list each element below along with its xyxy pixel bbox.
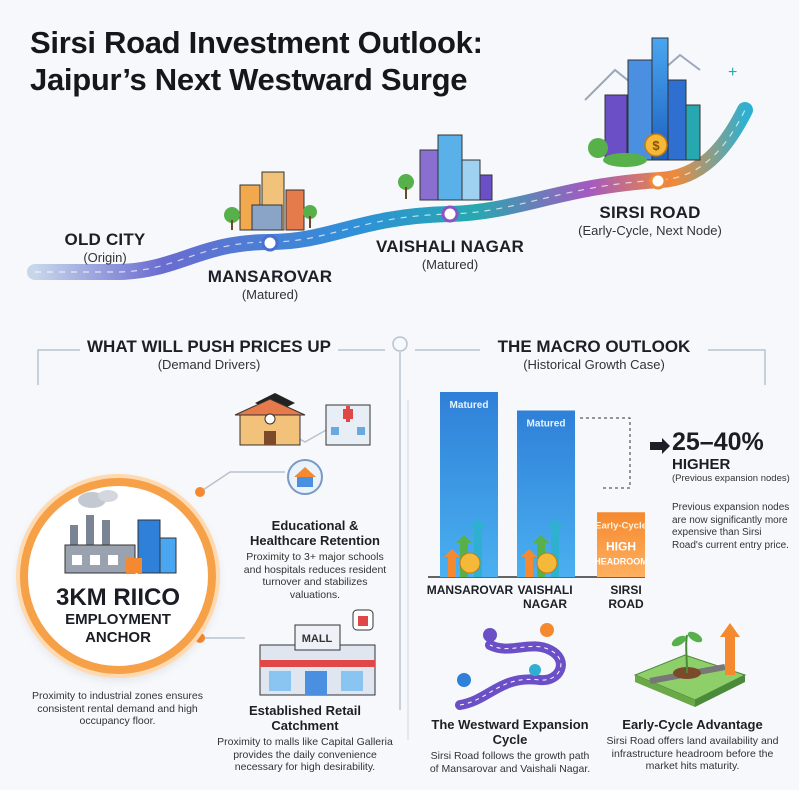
advantage-description: Sirsi Road offers land availability and … (606, 735, 779, 772)
advantage-title: Early-Cycle Advantage (622, 717, 763, 732)
macro-header: THE MACRO OUTLOOK (Historical Growth Cas… (480, 337, 708, 372)
page-title-line2: Jaipur’s Next Westward Surge (30, 62, 468, 97)
mansarovar-node (261, 234, 279, 252)
cycle-description: Sirsi Road follows the growth path of Ma… (429, 750, 591, 775)
vaishali-name: VAISHALI NAGAR (376, 237, 524, 256)
education-description: Proximity to 3+ major schools and hospit… (243, 551, 387, 601)
anchor-line3: ANCHOR (85, 629, 151, 646)
route-vaishali: VAISHALI NAGAR (Matured) (370, 237, 530, 272)
macro-heading: THE MACRO OUTLOOK (497, 337, 691, 356)
stat-sub: (Previous expansion nodes) (672, 473, 790, 484)
section-dividers (37, 336, 766, 740)
macro-bar-chart: Matured Matured Early-Cycle HIGH HEADROOM (428, 392, 648, 578)
drivers-header: WHAT WILL PUSH PRICES UP (Demand Drivers… (80, 337, 338, 372)
sirsi-badge-line2: HEADROOM (594, 556, 648, 566)
chart-bar-text-0: Matured (450, 400, 489, 411)
advantage-block: Early-Cycle Advantage Sirsi Road offers … (605, 717, 780, 773)
mansarovar-name: MANSAROVAR (207, 267, 333, 286)
anchor-text: 3KM RIICO EMPLOYMENT ANCHOR (28, 585, 208, 647)
vaishali-node (441, 205, 459, 223)
employment-anchor-badge (20, 478, 216, 674)
chart-coin-icon (459, 552, 481, 574)
stat-arrow-icon (650, 438, 670, 454)
stat-block: 25–40% HIGHER (Previous expansion nodes) (672, 428, 792, 486)
mansarovar-buildings-icon (224, 171, 317, 231)
chart-category-vaishali: VAISHALI NAGAR (517, 583, 573, 611)
education-healthcare-icon (234, 393, 371, 495)
page-title-line1: Sirsi Road Investment Outlook: (30, 25, 483, 60)
macro-subheading: (Historical Growth Case) (523, 357, 665, 372)
retail-title: Established Retail Catchment (249, 703, 361, 733)
chart-growth-arrow-icon (521, 549, 537, 577)
route-mansarovar: MANSAROVAR (Matured) (205, 267, 335, 302)
stat-description: Previous expansion nodes are now signifi… (672, 502, 790, 551)
education-title: Educational & Healthcare Retention (249, 518, 381, 548)
chart-category-sirsi: SIRSI ROAD (608, 583, 644, 611)
mall-sign: MALL (302, 633, 333, 645)
cycle-title: The Westward Expansion Cycle (431, 717, 589, 747)
stat-value: 25–40% (672, 428, 764, 456)
sirsi-skyline-icon: $ + (584, 37, 737, 167)
chart-bar-1 (517, 410, 575, 577)
anchor-line2: EMPLOYMENT (65, 611, 171, 628)
chart-bar-text-2: Early-Cycle (595, 520, 647, 531)
mall-icon: MALL (259, 609, 376, 696)
chart-bar-text-1: Matured (527, 419, 566, 430)
route-sirsi: SIRSI ROAD (Early-Cycle, Next Node) (570, 203, 730, 238)
early-cycle-advantage-icon (633, 623, 747, 707)
chart-bar-0 (440, 392, 498, 577)
stat-label: HIGHER (672, 456, 731, 473)
mansarovar-sub: (Matured) (241, 287, 299, 302)
sirsi-badge-line1: HIGH (606, 539, 636, 553)
chart-coin-icon (536, 552, 558, 574)
retail-description: Proximity to malls like Capital Galleria… (217, 736, 393, 773)
retail-block: Established Retail Catchment Proximity t… (215, 703, 395, 774)
drivers-subheading: (Demand Drivers) (157, 357, 261, 372)
chart-growth-arrow-icon (444, 549, 460, 577)
sirsi-sub: (Early-Cycle, Next Node) (578, 223, 722, 238)
westward-cycle-icon (455, 623, 566, 710)
cycle-block: The Westward Expansion Cycle Sirsi Road … (425, 717, 595, 775)
svg-text:+: + (728, 64, 737, 81)
drivers-heading: WHAT WILL PUSH PRICES UP (87, 337, 331, 356)
page-title: Sirsi Road Investment Outlook: Jaipur’s … (30, 24, 483, 98)
vaishali-buildings-icon (398, 134, 493, 201)
chart-bar-2 (597, 512, 645, 577)
route-illustration: $ + (27, 37, 753, 280)
education-block: Educational & Healthcare Retention Proxi… (240, 518, 390, 601)
sirsi-node (649, 172, 667, 190)
old-city-sub: (Origin) (83, 250, 127, 265)
factory-icon (64, 490, 177, 574)
route-old-city: OLD CITY (Origin) (55, 230, 155, 265)
sirsi-name: SIRSI ROAD (599, 203, 701, 222)
svg-text:$: $ (652, 138, 660, 153)
chart-category-mansarovar: MANSAROVAR (426, 583, 514, 597)
anchor-description: Proximity to industrial zones ensures co… (32, 690, 203, 727)
drivers-connectors (195, 424, 336, 643)
anchor-line1: 3KM RIICO (55, 584, 180, 611)
old-city-name: OLD CITY (64, 230, 146, 249)
vaishali-sub: (Matured) (421, 257, 479, 272)
